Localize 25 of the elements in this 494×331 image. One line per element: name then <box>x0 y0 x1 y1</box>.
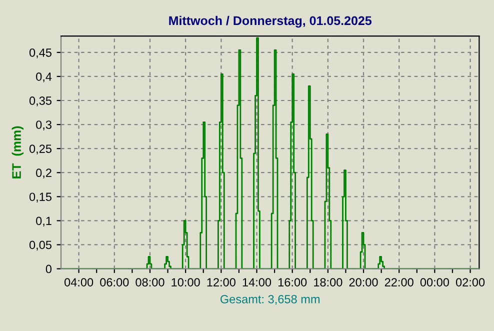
x-tick-label: 18:00 <box>314 278 342 286</box>
x-tick-label: 16:00 <box>278 278 307 286</box>
y-tick-label: 0,35 <box>29 96 52 106</box>
y-tick-label: 0,45 <box>29 48 52 58</box>
x-tick-label: 02:00 <box>456 278 485 286</box>
chart-title: Mittwoch / Donnerstag, 01.05.2025 <box>169 16 372 28</box>
x-tick-label: 14:00 <box>242 278 272 286</box>
y-tick-label: 0,25 <box>29 144 52 154</box>
x-tick-label: 08:00 <box>136 278 164 286</box>
y-tick-label: 0,1 <box>36 216 52 226</box>
x-tick-label: 04:00 <box>64 278 94 286</box>
y-tick-label: 0,2 <box>36 168 52 178</box>
y-tick-label: 0,15 <box>29 192 52 202</box>
x-tick-label: 20:00 <box>349 278 378 286</box>
x-tick-label: 10:00 <box>172 278 200 286</box>
y-tick-label: 0,3 <box>36 120 52 130</box>
y-tick-label: 0 <box>46 264 52 274</box>
text: Gesamt: 3,658 mm <box>220 294 320 305</box>
y-tick-label: 0,05 <box>29 240 52 251</box>
x-tick-label: 00:00 <box>420 278 450 286</box>
x-tick-label: 22:00 <box>384 278 414 286</box>
x-tick-label: 12:00 <box>207 278 236 286</box>
y-axis-title: ET (mm) <box>12 126 24 178</box>
x-tick-label: 06:00 <box>100 278 129 286</box>
y-tick-label: 0,4 <box>36 72 52 82</box>
